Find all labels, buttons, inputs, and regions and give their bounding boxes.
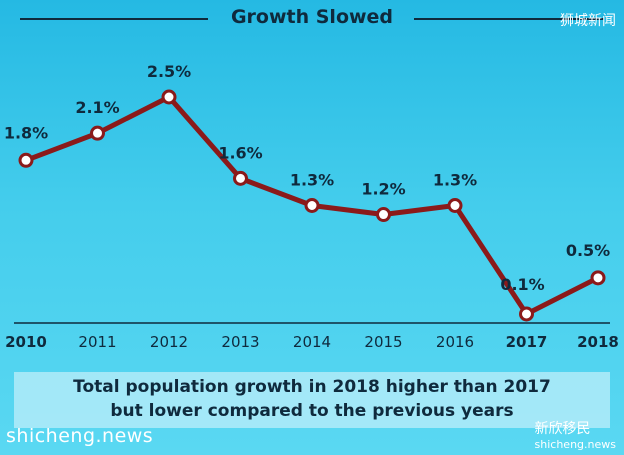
data-point-2012	[161, 89, 177, 105]
watermark-brand: 新欣移民	[534, 421, 591, 437]
data-label-2018: 0.5%	[566, 241, 610, 260]
watermark-bottom-left: shicheng.news	[6, 425, 154, 447]
data-point-2014	[304, 198, 320, 213]
data-point-2017	[519, 306, 534, 322]
chart-marks: 1.8% 2010 2.1% 2011 2.5% 2012 1.6% 2013 1.3% 2014…	[4, 62, 619, 351]
data-label-2010: 1.8%	[4, 123, 48, 142]
data-point-2013	[233, 170, 248, 186]
chart-title: Growth Slowed	[230, 6, 394, 28]
x-tick-label-2015: 2015	[364, 333, 402, 351]
x-tick-label-2017: 2017	[506, 333, 548, 351]
data-point-2016	[447, 198, 463, 213]
x-tick-label-2014: 2014	[293, 333, 331, 351]
x-tick-label-2018: 2018	[577, 333, 619, 351]
caption-line-1: Total population growth in 2018 higher t…	[73, 377, 551, 397]
data-label-2015: 1.2%	[361, 180, 405, 199]
data-label-2011: 2.1%	[75, 98, 119, 117]
x-tick-label-2016: 2016	[436, 333, 474, 351]
data-point-2010	[18, 152, 34, 168]
data-label-2016: 1.3%	[433, 171, 477, 190]
x-tick-label-2013: 2013	[221, 333, 259, 351]
x-tick-label-2010: 2010	[5, 333, 47, 351]
x-tick-label-2012: 2012	[150, 333, 188, 351]
watermark-top-right: 狮城新闻	[560, 13, 616, 29]
data-label-2014: 1.3%	[290, 171, 334, 190]
watermark-bottom-right: 新欣移民 shicheng.news	[535, 418, 616, 451]
caption-line-2: but lower compared to the previous years	[110, 401, 514, 421]
x-tick-label-2011: 2011	[78, 333, 116, 351]
data-point-2018	[590, 270, 606, 286]
data-label-2013: 1.6%	[218, 143, 262, 162]
watermark-site: shicheng.news	[534, 438, 616, 451]
data-label-2012: 2.5%	[147, 62, 191, 81]
data-label-2017: 0.1%	[500, 275, 544, 294]
caption-box: Total population growth in 2018 higher t…	[14, 372, 610, 428]
data-point-2011	[90, 125, 105, 141]
data-point-2015	[376, 207, 391, 223]
